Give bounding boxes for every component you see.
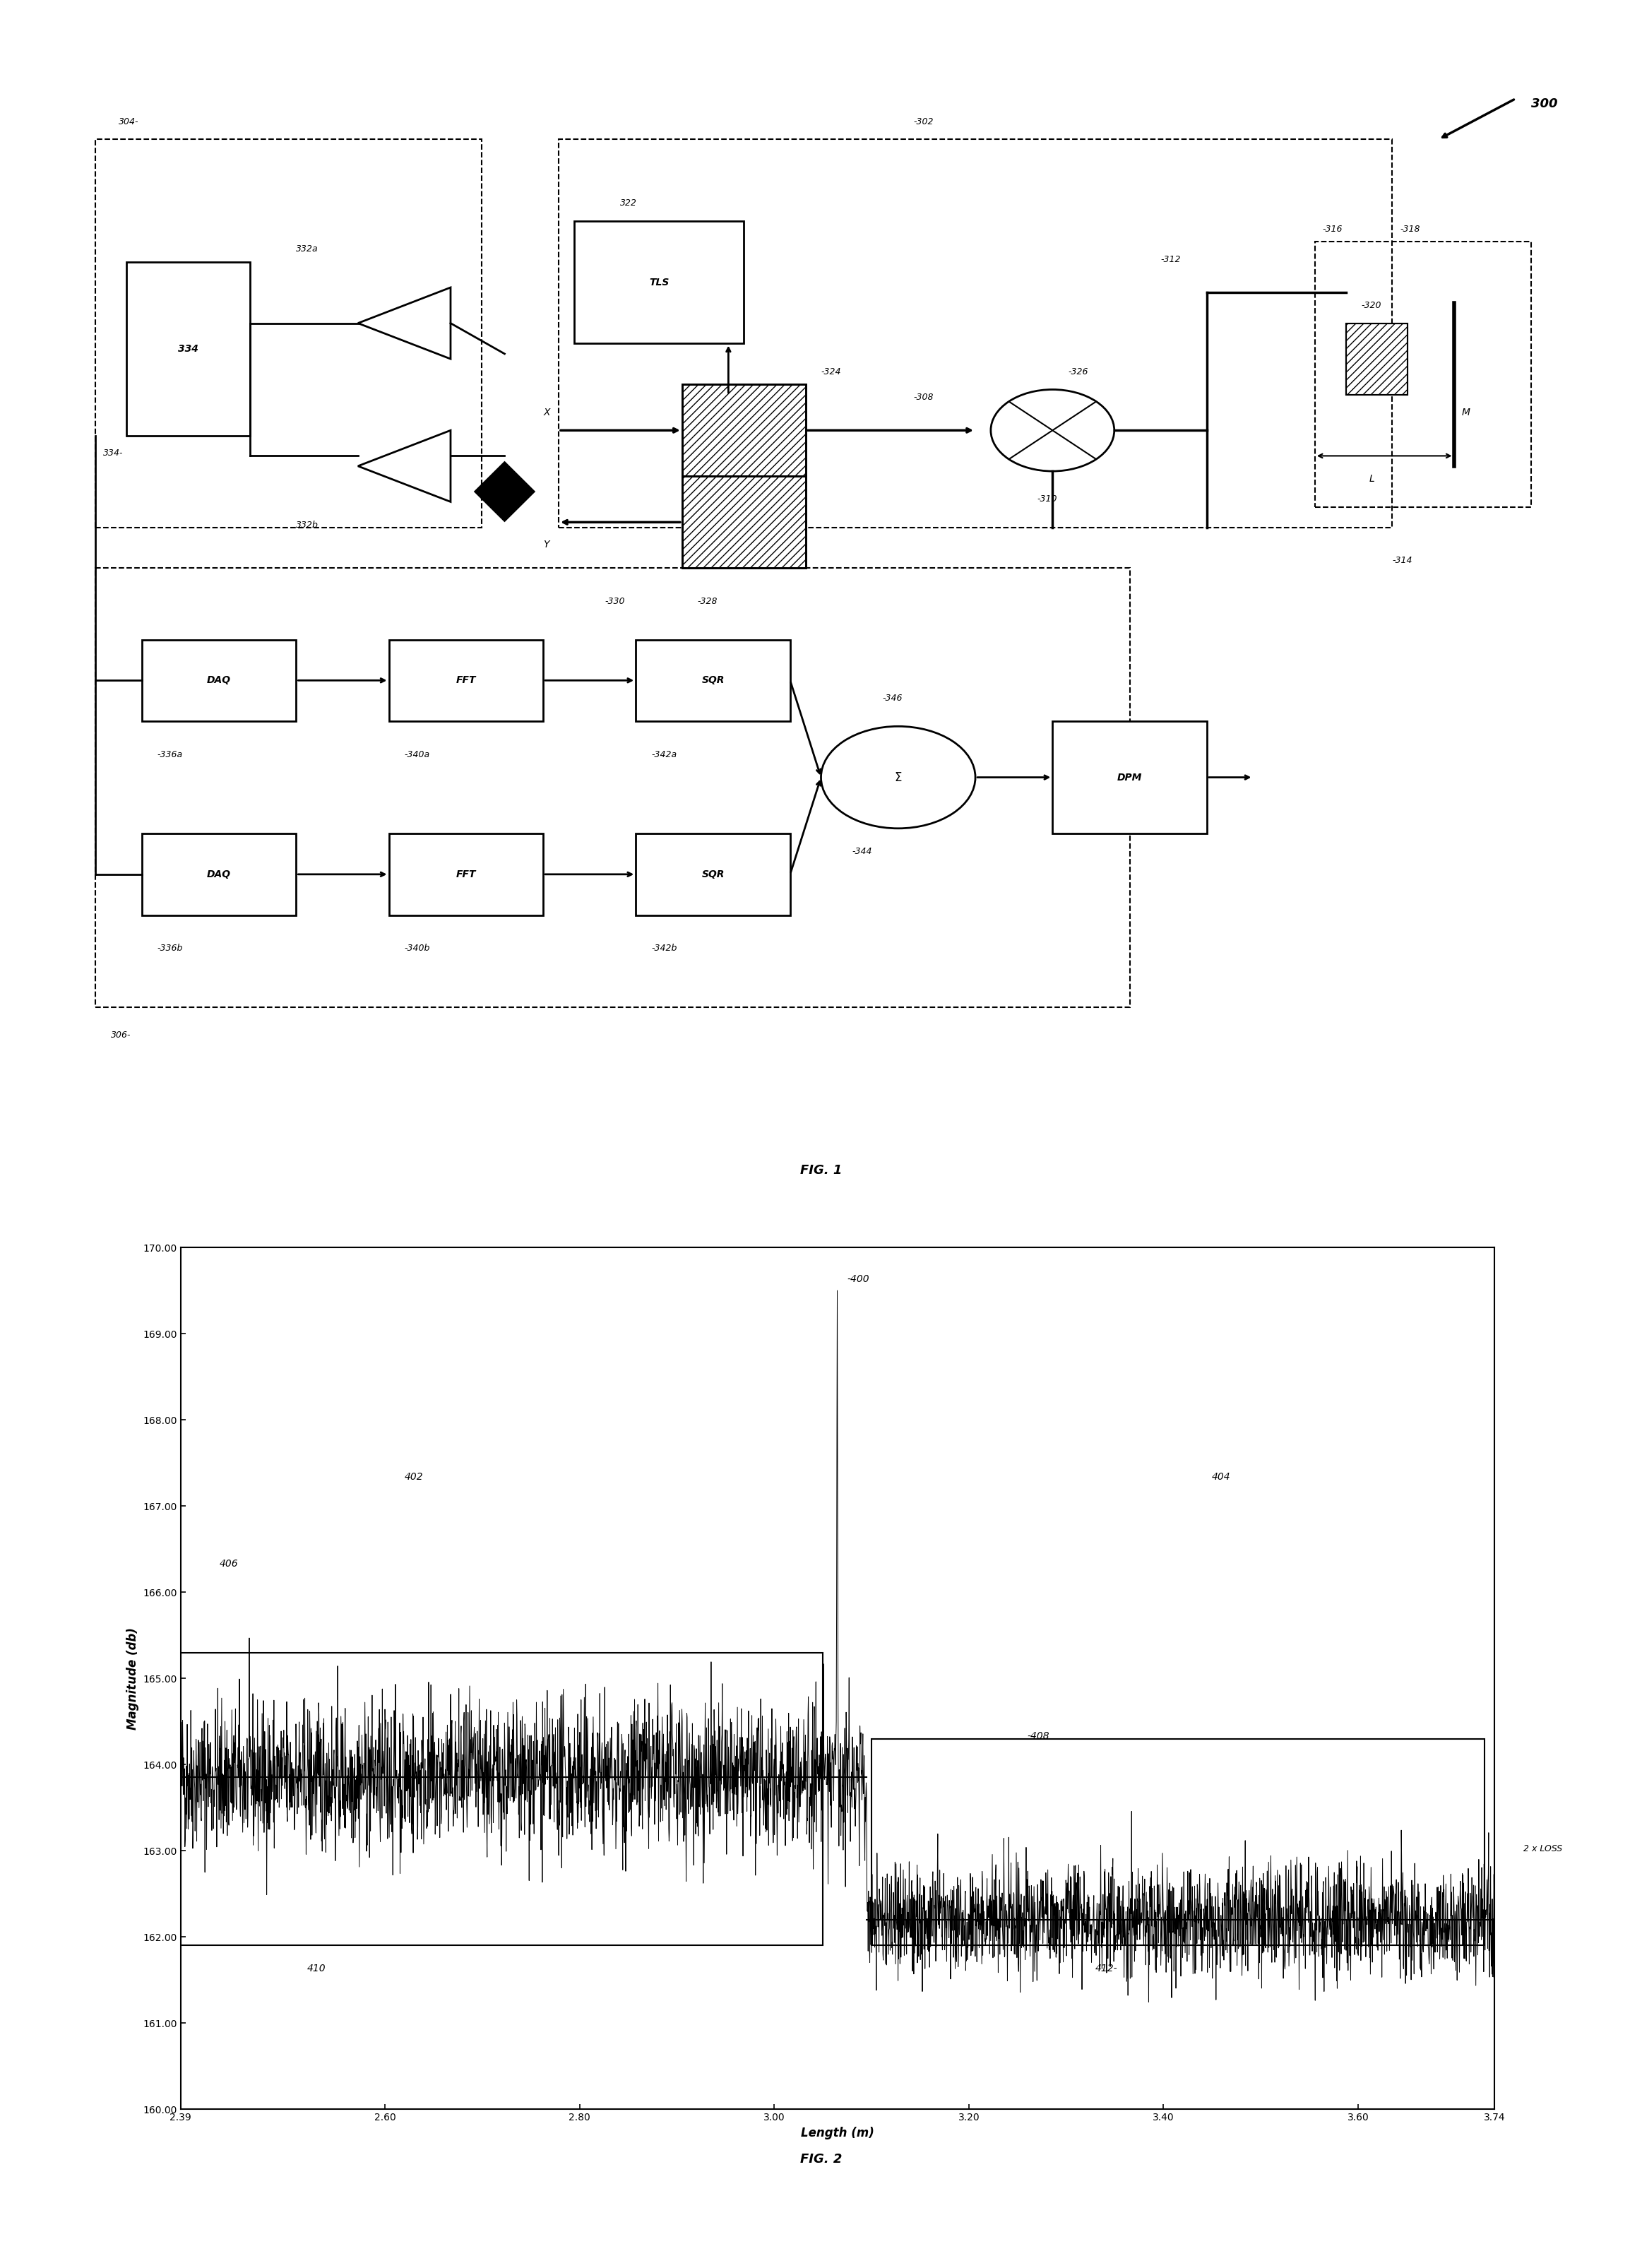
Text: -344: -344	[852, 846, 872, 855]
Text: 2 x LOSS: 2 x LOSS	[1524, 1844, 1562, 1853]
Text: FFT: FFT	[456, 869, 476, 880]
Text: SQR: SQR	[701, 676, 724, 685]
Text: L: L	[1369, 474, 1374, 483]
FancyBboxPatch shape	[141, 832, 296, 914]
Text: -314: -314	[1392, 556, 1412, 565]
Text: X: X	[544, 408, 550, 417]
Text: FIG. 1: FIG. 1	[800, 1163, 842, 1177]
Text: Σ: Σ	[895, 771, 901, 785]
Text: -342a: -342a	[652, 751, 677, 760]
Text: M: M	[1461, 408, 1470, 417]
FancyBboxPatch shape	[635, 832, 790, 914]
Text: 410: 410	[307, 1964, 325, 1973]
FancyBboxPatch shape	[681, 383, 806, 476]
Text: -336a: -336a	[158, 751, 182, 760]
Text: 334: 334	[177, 345, 199, 354]
Text: 300: 300	[1530, 98, 1558, 111]
Text: Y: Y	[544, 540, 548, 549]
Text: -342b: -342b	[652, 943, 677, 953]
Text: -328: -328	[698, 596, 718, 606]
Text: 334-: 334-	[103, 449, 123, 458]
FancyBboxPatch shape	[389, 832, 544, 914]
FancyBboxPatch shape	[1346, 322, 1407, 395]
Text: -408: -408	[1028, 1730, 1049, 1742]
Text: -324: -324	[821, 367, 841, 376]
Text: -320: -320	[1361, 302, 1381, 311]
Text: FFT: FFT	[456, 676, 476, 685]
Text: DAQ: DAQ	[207, 869, 232, 880]
Text: 412-: 412-	[1095, 1964, 1118, 1973]
Text: TLS: TLS	[649, 277, 668, 288]
FancyBboxPatch shape	[635, 640, 790, 721]
Text: -312: -312	[1161, 254, 1181, 263]
FancyBboxPatch shape	[575, 222, 744, 342]
Text: DPM: DPM	[1117, 773, 1143, 782]
Text: -310: -310	[1038, 494, 1057, 503]
Text: -340b: -340b	[404, 943, 430, 953]
FancyBboxPatch shape	[389, 640, 544, 721]
Text: 306-: 306-	[112, 1030, 131, 1039]
Text: -340a: -340a	[404, 751, 430, 760]
Y-axis label: Magnitude (db): Magnitude (db)	[126, 1626, 140, 1730]
Text: 332b: 332b	[296, 519, 319, 528]
FancyBboxPatch shape	[681, 476, 806, 567]
Text: 304-: 304-	[118, 118, 140, 127]
Text: SQR: SQR	[701, 869, 724, 880]
Text: DAQ: DAQ	[207, 676, 232, 685]
Text: FIG. 2: FIG. 2	[800, 2152, 842, 2166]
Text: 406: 406	[220, 1558, 238, 1569]
Text: -400: -400	[847, 1275, 870, 1284]
Text: 332a: 332a	[296, 245, 319, 254]
Text: -336b: -336b	[158, 943, 182, 953]
FancyBboxPatch shape	[126, 261, 250, 435]
X-axis label: Length (m): Length (m)	[801, 2127, 874, 2139]
Text: -308: -308	[913, 392, 934, 401]
Text: -346: -346	[883, 694, 903, 703]
Polygon shape	[475, 460, 535, 522]
Text: -316: -316	[1323, 225, 1343, 234]
Text: -330: -330	[604, 596, 626, 606]
Text: 322: 322	[621, 200, 637, 209]
Text: 404: 404	[1212, 1472, 1232, 1483]
Text: -302: -302	[913, 118, 934, 127]
Text: 402: 402	[404, 1472, 424, 1483]
FancyBboxPatch shape	[141, 640, 296, 721]
Text: -318: -318	[1399, 225, 1420, 234]
FancyBboxPatch shape	[1053, 721, 1207, 832]
Text: -326: -326	[1067, 367, 1089, 376]
